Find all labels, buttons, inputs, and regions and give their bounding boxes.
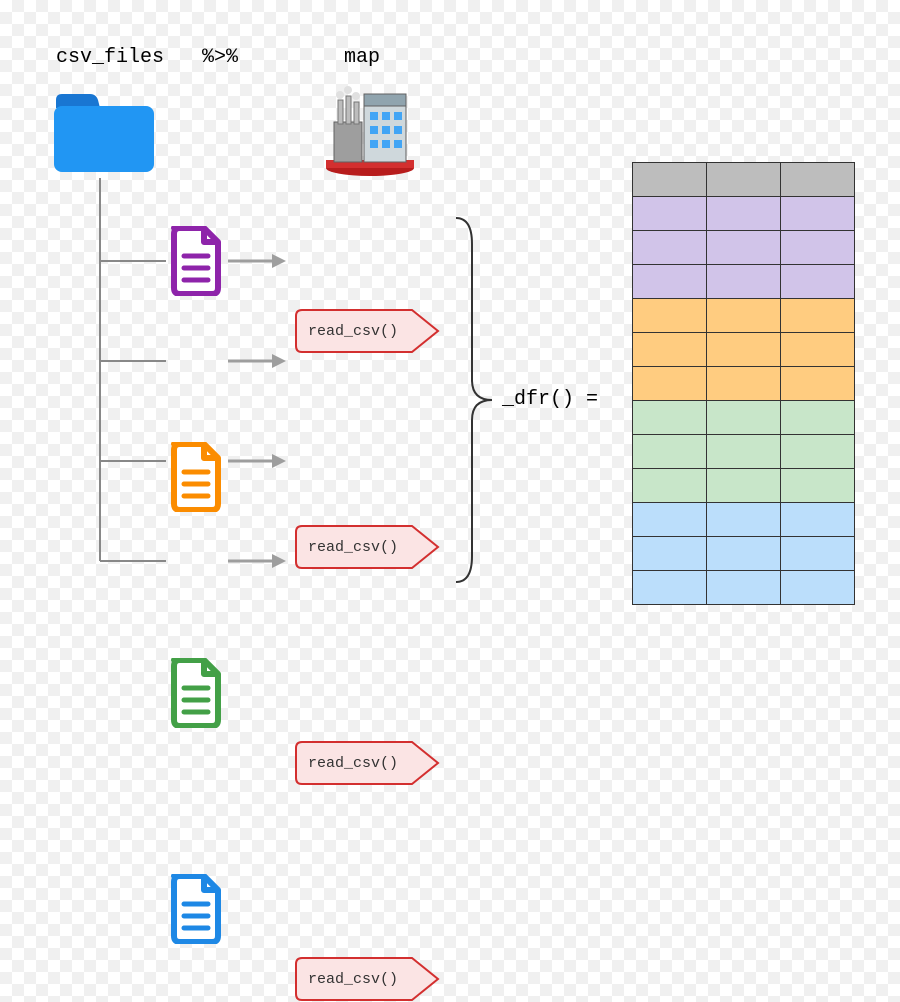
result-table: [632, 162, 855, 605]
label-pipe: %>%: [202, 46, 238, 69]
file-icon: [168, 442, 224, 512]
read-csv-tag: read_csv(): [294, 524, 442, 570]
table-cell: [633, 299, 707, 333]
table-cell: [633, 265, 707, 299]
curly-brace: [452, 214, 496, 586]
table-cell: [633, 435, 707, 469]
read-csv-label: read_csv(): [308, 539, 398, 556]
read-csv-label: read_csv(): [308, 971, 398, 988]
table-cell: [781, 571, 855, 605]
table-cell: [633, 571, 707, 605]
arrow-icon: [226, 551, 286, 571]
table-cell: [633, 197, 707, 231]
table-cell: [633, 367, 707, 401]
table-cell: [707, 571, 781, 605]
table-cell: [633, 537, 707, 571]
folder-icon: [50, 90, 158, 183]
table-cell: [781, 231, 855, 265]
table-cell: [707, 537, 781, 571]
label-map: map: [344, 46, 380, 69]
factory-icon: [320, 80, 420, 185]
table-cell: [633, 469, 707, 503]
read-csv-tag: read_csv(): [294, 308, 442, 354]
read-csv-tag: read_csv(): [294, 956, 442, 1002]
table-cell: [781, 435, 855, 469]
table-cell: [707, 469, 781, 503]
table-cell: [781, 333, 855, 367]
table-cell: [781, 469, 855, 503]
table-cell: [707, 197, 781, 231]
arrow-icon: [226, 351, 286, 371]
table-cell: [707, 333, 781, 367]
table-cell: [707, 367, 781, 401]
arrow-icon: [226, 451, 286, 471]
table-cell: [781, 401, 855, 435]
read-csv-tag: read_csv(): [294, 740, 442, 786]
label-dfr: _dfr() =: [502, 388, 598, 411]
table-cell: [781, 265, 855, 299]
table-cell: [633, 231, 707, 265]
read-csv-label: read_csv(): [308, 755, 398, 772]
table-cell: [781, 503, 855, 537]
table-cell: [781, 367, 855, 401]
table-header-cell: [781, 163, 855, 197]
table-cell: [707, 231, 781, 265]
table-cell: [707, 299, 781, 333]
table-cell: [781, 299, 855, 333]
table-cell: [707, 401, 781, 435]
table-cell: [707, 265, 781, 299]
label-csv-files: csv_files: [56, 46, 164, 69]
table-cell: [707, 503, 781, 537]
file-icon: [168, 658, 224, 728]
file-icon: [168, 874, 224, 944]
file-icon: [168, 226, 224, 296]
table-header-cell: [633, 163, 707, 197]
arrow-icon: [226, 251, 286, 271]
table-cell: [781, 197, 855, 231]
table-header-cell: [707, 163, 781, 197]
table-cell: [633, 333, 707, 367]
table-cell: [633, 503, 707, 537]
table-cell: [781, 537, 855, 571]
table-cell: [633, 401, 707, 435]
read-csv-label: read_csv(): [308, 323, 398, 340]
table-cell: [707, 435, 781, 469]
